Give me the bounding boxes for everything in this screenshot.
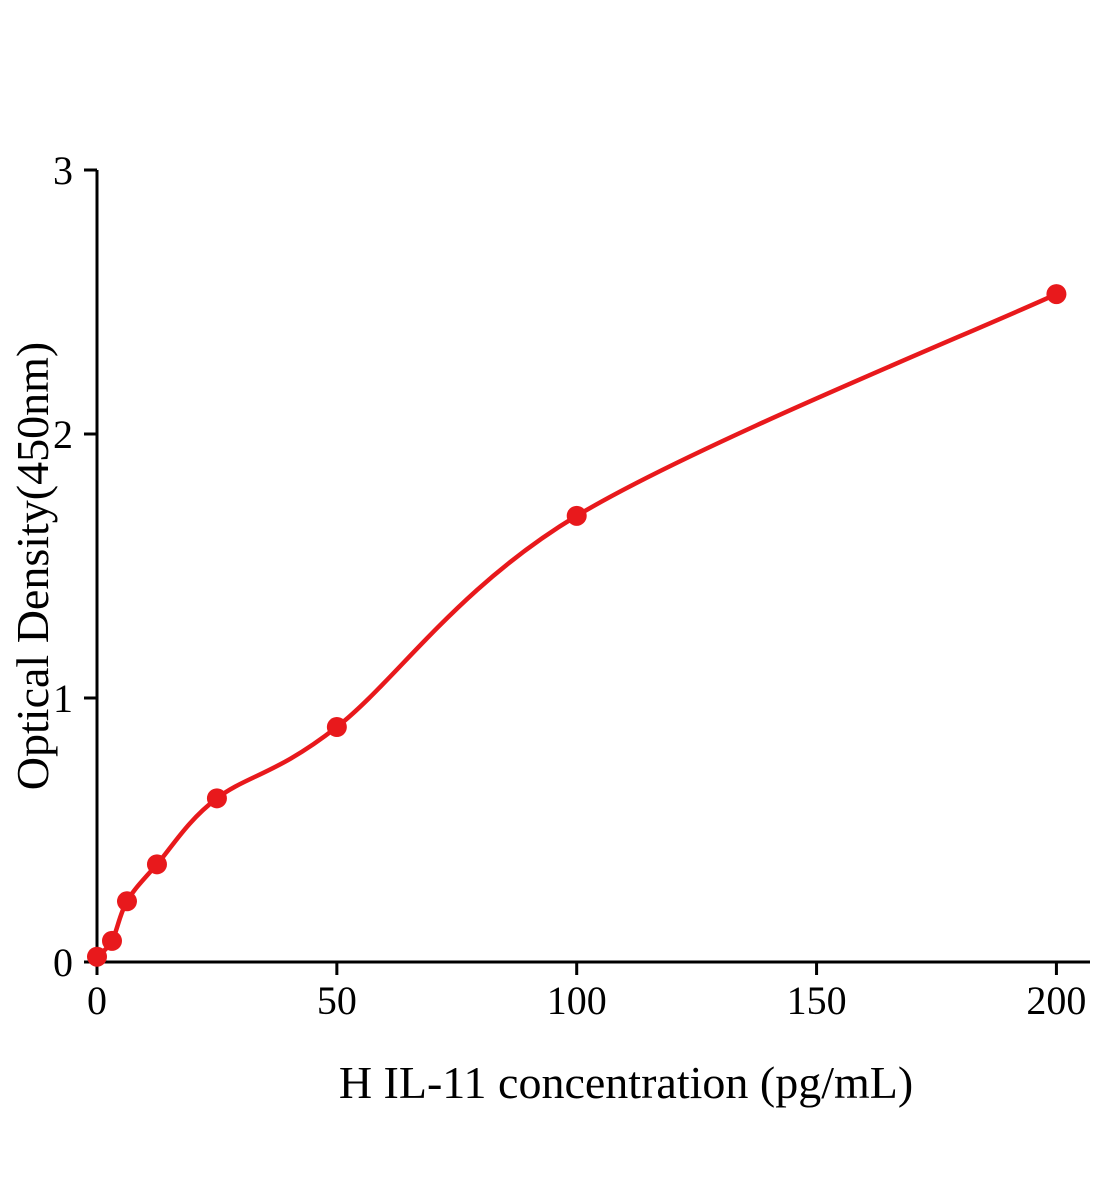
- x-tick-label: 50: [317, 978, 357, 1023]
- data-point: [206, 788, 227, 809]
- data-point: [116, 891, 137, 912]
- y-tick-label: 1: [53, 676, 73, 721]
- data-point: [1046, 284, 1067, 305]
- x-axis-title: H IL-11 concentration (pg/mL): [339, 1057, 913, 1108]
- data-point: [566, 505, 587, 526]
- axis-spines: [95, 170, 1090, 964]
- x-tick-label: 150: [787, 978, 847, 1023]
- y-tick-label: 0: [53, 940, 73, 985]
- y-tick-label: 3: [53, 148, 73, 193]
- data-point: [146, 854, 167, 875]
- y-tick-label: 2: [53, 412, 73, 457]
- data-point: [101, 930, 122, 951]
- fit-curve: [94, 291, 1059, 959]
- y-axis-title: Optical Density(450nm): [7, 342, 58, 790]
- data-point: [87, 946, 107, 967]
- x-tick-label: 100: [547, 978, 607, 1023]
- data-point: [326, 717, 347, 738]
- x-tick-label: 200: [1026, 978, 1086, 1023]
- x-tick-label: 0: [87, 978, 107, 1023]
